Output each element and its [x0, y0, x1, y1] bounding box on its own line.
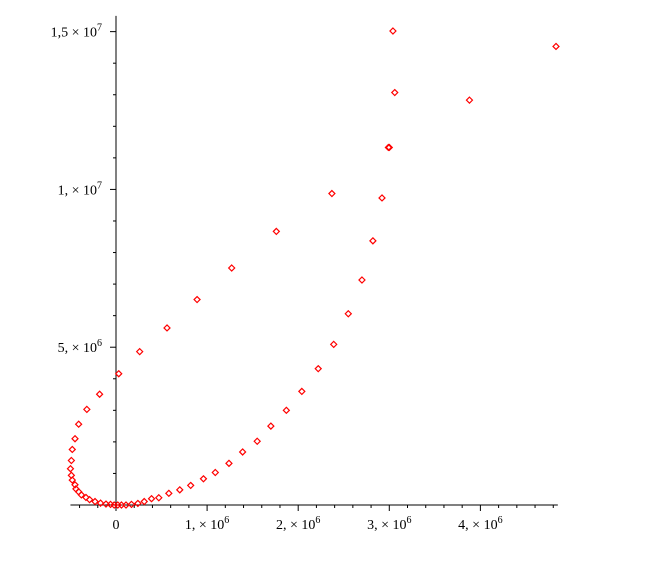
- x-tick-label: 4, × 106: [458, 515, 502, 533]
- data-point: [82, 493, 90, 502]
- data-point: [114, 369, 123, 378]
- data-point: [164, 489, 173, 498]
- data-point: [552, 42, 560, 51]
- data-point: [72, 485, 80, 493]
- tick-marks: [79, 31, 554, 511]
- data-point: [134, 499, 142, 508]
- data-point: [378, 194, 386, 202]
- data-point: [67, 456, 76, 465]
- data-point: [91, 497, 99, 506]
- data-point: [140, 497, 149, 506]
- data-point: [384, 143, 393, 152]
- data-point: [74, 420, 83, 429]
- y-tick-label: 1, × 107: [58, 180, 102, 198]
- tick-labels: 0 1, × 106 2, × 106 3, × 106 4, × 106 5, × 10…: [51, 23, 503, 533]
- y-tick-label: 5, × 106: [58, 338, 102, 356]
- y-tick-label: 1,5 × 107: [51, 23, 102, 41]
- data-points: [66, 27, 560, 509]
- data-point: [358, 276, 366, 284]
- data-point: [71, 434, 79, 443]
- data-point: [96, 499, 105, 507]
- data-point: [314, 364, 323, 373]
- data-point: [297, 387, 306, 396]
- data-point: [227, 264, 236, 272]
- data-point: [95, 390, 104, 399]
- data-point: [186, 481, 195, 490]
- data-point: [66, 464, 75, 473]
- data-point: [127, 500, 136, 509]
- axes: [70, 15, 558, 509]
- data-point: [147, 494, 156, 503]
- data-point: [267, 422, 275, 430]
- data-point: [282, 406, 291, 415]
- data-point: [272, 227, 281, 236]
- x-tick-label: 1, × 106: [185, 515, 229, 533]
- data-point: [67, 471, 76, 480]
- data-point: [154, 493, 163, 502]
- data-point: [253, 437, 262, 446]
- data-point: [211, 468, 220, 477]
- data-point: [369, 237, 377, 245]
- data-point: [110, 501, 119, 509]
- data-point: [385, 143, 394, 152]
- data-point: [328, 189, 336, 198]
- data-point: [390, 88, 399, 97]
- data-point: [83, 405, 91, 414]
- data-point: [68, 445, 77, 454]
- data-point: [163, 324, 171, 332]
- data-point: [68, 476, 77, 484]
- x-tick-label: 3, × 106: [367, 515, 411, 533]
- data-point: [175, 486, 184, 494]
- data-point: [199, 474, 208, 483]
- x-tick-label: 0: [113, 518, 120, 533]
- data-point: [193, 295, 201, 304]
- data-point: [344, 309, 353, 318]
- data-point: [465, 96, 474, 104]
- x-tick-label: 2, × 106: [276, 515, 320, 533]
- data-point: [135, 347, 144, 356]
- data-point: [71, 480, 79, 489]
- data-point: [329, 340, 338, 349]
- data-point: [389, 27, 397, 35]
- data-point: [238, 448, 247, 456]
- data-point: [225, 459, 233, 468]
